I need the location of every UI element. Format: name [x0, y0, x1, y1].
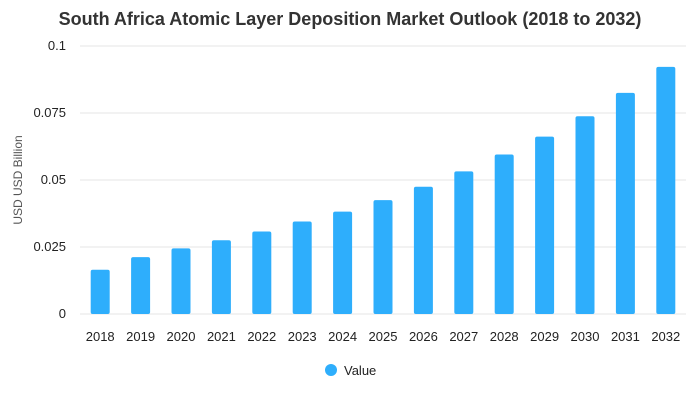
bar-2020	[171, 248, 191, 314]
x-tick-label: 2024	[328, 329, 357, 344]
x-tick-label: 2019	[126, 329, 155, 344]
y-axis-label: USD USD Billion	[11, 135, 25, 224]
bar-2026	[413, 186, 433, 314]
bar-2031	[615, 92, 635, 315]
x-tick-label: 2023	[288, 329, 317, 344]
y-tick-label: 0.1	[48, 38, 66, 53]
bar-2032	[656, 66, 676, 315]
y-tick-label: 0.075	[33, 105, 66, 120]
x-tick-label: 2020	[167, 329, 196, 344]
x-tick-label: 2018	[86, 329, 115, 344]
x-tick-label: 2032	[651, 329, 680, 344]
x-tick-label: 2029	[530, 329, 559, 344]
x-tick-label: 2021	[207, 329, 236, 344]
bar-2030	[575, 116, 595, 314]
bar-2029	[535, 136, 555, 314]
legend: Value	[325, 363, 376, 378]
bar-2024	[333, 211, 353, 314]
x-axis-ticks: 2018 2019 2020 2021 2022 2023 2024 2025 2026 2027…	[86, 329, 681, 344]
bar-2028	[494, 154, 514, 314]
x-tick-label: 2031	[611, 329, 640, 344]
legend-swatch-value	[325, 364, 337, 376]
x-tick-label: 2028	[490, 329, 519, 344]
bar-2022	[252, 231, 272, 314]
bar-2018	[90, 269, 110, 314]
x-tick-label: 2026	[409, 329, 438, 344]
bar-2021	[211, 240, 231, 314]
y-tick-label: 0	[59, 306, 66, 321]
bars	[90, 66, 676, 315]
x-tick-label: 2025	[369, 329, 398, 344]
legend-label-value: Value	[344, 363, 376, 378]
x-tick-label: 2030	[571, 329, 600, 344]
y-axis-ticks: 0 0.025 0.05 0.075 0.1	[33, 38, 66, 321]
x-tick-label: 2022	[247, 329, 276, 344]
chart-title: South Africa Atomic Layer Deposition Mar…	[59, 9, 642, 29]
bar-2019	[131, 257, 151, 314]
bar-2023	[292, 221, 312, 314]
x-tick-label: 2027	[449, 329, 478, 344]
y-tick-label: 0.025	[33, 239, 66, 254]
y-tick-label: 0.05	[41, 172, 66, 187]
bar-2025	[373, 200, 393, 314]
bar-2027	[454, 171, 474, 314]
